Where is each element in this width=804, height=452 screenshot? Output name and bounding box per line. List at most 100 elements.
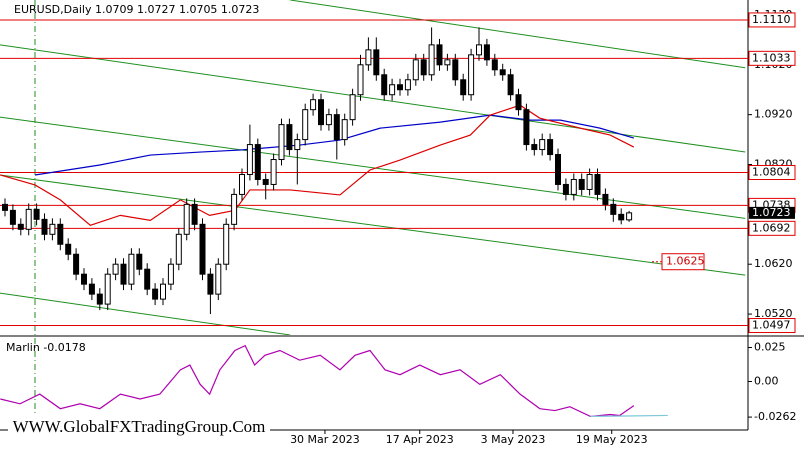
y-tick-label: 1.0520 <box>754 307 793 320</box>
candle-body <box>41 218 48 235</box>
trendline <box>0 174 746 276</box>
candle-body <box>570 178 577 195</box>
annotation-box <box>661 253 705 271</box>
x-tick-label: 19 May 2023 <box>576 433 648 446</box>
level-label: 1.0692 <box>752 221 791 234</box>
moving-average <box>0 104 635 227</box>
candle-body <box>239 173 246 195</box>
watermark: WWW.GlobalFXTradingGroup.Com <box>13 417 266 436</box>
candle-body <box>515 94 522 111</box>
candle-body <box>404 79 411 91</box>
candle-body <box>428 44 435 76</box>
indicator-tick-label: 0.00 <box>754 374 779 387</box>
watermark-box <box>8 414 270 440</box>
candle-body <box>365 49 372 66</box>
main-plot: 1.0625 <box>0 0 748 335</box>
candle-body <box>562 183 569 195</box>
indicator-signal <box>590 414 668 418</box>
annotation: 1.0625 <box>666 255 705 268</box>
candle-body <box>491 59 498 71</box>
candle-body <box>325 114 332 126</box>
candle-body <box>444 59 451 66</box>
candle-body <box>191 203 198 225</box>
candle-body <box>397 84 404 91</box>
x-tick-label: 30 Mar 2023 <box>290 433 360 446</box>
x-tick-label: 17 Apr 2023 <box>386 433 454 446</box>
candle-body <box>81 273 88 285</box>
indicator-tick-label: 0.025 <box>754 341 786 354</box>
candle-body <box>476 44 483 56</box>
candle-body <box>539 139 546 151</box>
candle-body <box>341 119 348 141</box>
price-tag: 1.0723 <box>752 206 791 219</box>
candle-body <box>610 203 617 215</box>
candle-body <box>389 84 396 96</box>
candle-body <box>152 288 159 300</box>
candle-body <box>270 159 277 185</box>
trendline <box>290 0 746 69</box>
candle-body <box>586 173 593 190</box>
candle-body <box>254 144 261 180</box>
candle-body <box>175 233 182 265</box>
candle-body <box>33 208 40 220</box>
candle-body <box>199 223 206 275</box>
level-label: 1.0497 <box>752 319 791 332</box>
candle-body <box>349 94 356 121</box>
candle-body <box>231 193 238 225</box>
candle-body <box>468 54 475 96</box>
candle-body <box>381 74 388 96</box>
indicator-tick-label: -0.0262 <box>754 410 796 423</box>
candle-body <box>594 173 601 195</box>
candle-body <box>412 59 419 81</box>
level-label-box <box>748 12 796 28</box>
candle-body <box>57 223 64 245</box>
candle-body <box>547 139 554 156</box>
candle-body <box>452 59 459 81</box>
candle-body <box>144 268 151 290</box>
level-label-box <box>748 318 796 334</box>
candle-body <box>460 79 467 96</box>
trendline <box>0 292 291 335</box>
candle-body <box>207 273 214 295</box>
candle-body <box>9 209 16 225</box>
indicator-title: Marlin -0.0178 <box>6 341 86 354</box>
candle-body <box>25 208 32 230</box>
candle-body <box>160 283 167 300</box>
y-tick-label: 1.0620 <box>754 257 793 270</box>
candle-body <box>626 212 633 221</box>
candle-body <box>333 114 340 141</box>
candle-body <box>136 253 143 270</box>
candle-body <box>499 69 506 76</box>
candle-body <box>294 139 301 151</box>
trendline <box>0 116 746 219</box>
candle-body <box>507 74 514 96</box>
candle-body <box>246 144 253 175</box>
candle-body <box>17 223 24 230</box>
moving-average <box>34 114 635 176</box>
candle-body <box>96 293 103 305</box>
candle-body <box>112 263 119 275</box>
candle-body <box>483 44 490 61</box>
candle-body <box>65 243 72 255</box>
candle-body <box>278 124 285 161</box>
candle-body <box>128 253 135 285</box>
candle-body <box>223 223 230 265</box>
candle-body <box>618 213 625 221</box>
candle-body <box>262 178 269 185</box>
candle-body <box>310 99 317 111</box>
y-tick-label: 1.0920 <box>754 108 793 121</box>
candle-body <box>420 59 427 76</box>
candle-body <box>373 49 380 76</box>
price-tag-box <box>749 206 795 219</box>
candle-body <box>120 263 127 285</box>
level-label-box <box>748 164 796 180</box>
indicator-plot <box>0 344 668 418</box>
chart-title: EURUSD,Daily 1.0709 1.0727 1.0705 1.0723 <box>14 3 259 16</box>
candle-body <box>436 44 443 66</box>
candle-body <box>602 193 609 205</box>
candle-body <box>357 64 364 96</box>
level-label-box <box>748 50 796 66</box>
